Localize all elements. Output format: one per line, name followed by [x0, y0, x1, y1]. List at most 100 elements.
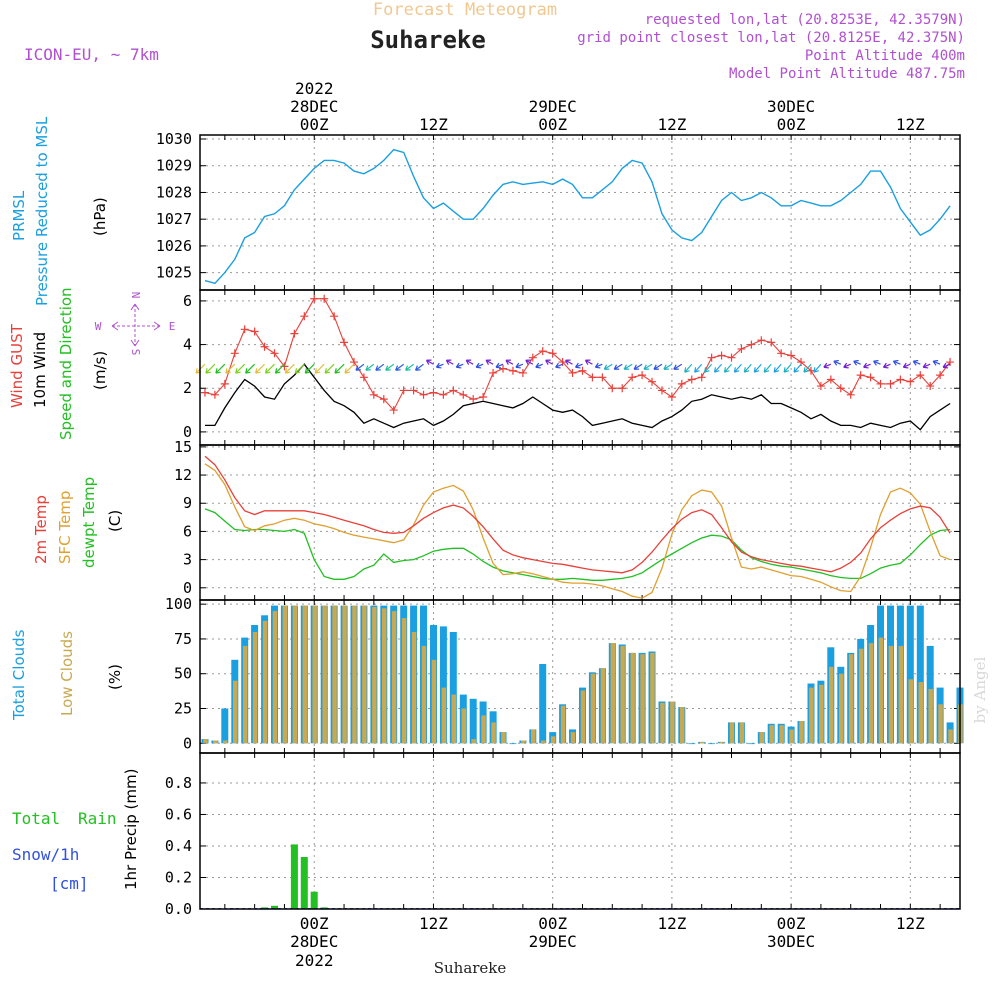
total-cloud-bar [688, 743, 696, 745]
wind-direction-arrow [723, 363, 732, 373]
gust-marker [459, 390, 468, 399]
gust-marker [290, 329, 299, 338]
wind-direction-arrow [445, 359, 454, 365]
gust-marker [707, 353, 716, 362]
wind-direction-arrow [355, 363, 365, 371]
low-cloud-bar [819, 684, 824, 744]
gust-marker [220, 379, 229, 388]
low-cloud-bar [699, 741, 705, 744]
wind-direction-arrow [475, 362, 484, 369]
bottom-tick-label: 12Z [657, 914, 686, 933]
temp-frame [199, 444, 961, 601]
low-cloud-bar [858, 648, 864, 744]
temp-label-dewpt: dewpt Temp [80, 477, 98, 568]
low-cloud-bar [918, 682, 923, 744]
temp-label-sfc: SFC Temp [56, 491, 74, 564]
location-title: Suhareke [370, 26, 486, 54]
bottom-tick-label: 29DEC [529, 932, 577, 951]
compass-arrowheads [111, 303, 161, 347]
wind-compass: N S W E [95, 292, 176, 356]
wind-direction-arrow [873, 359, 881, 366]
rain-bar [310, 891, 318, 909]
low-cloud-bar [411, 632, 417, 744]
gust-marker [648, 377, 657, 386]
gust-marker [419, 390, 428, 399]
wind-direction-arrow [694, 363, 703, 373]
precip-ytick-label: 0.0 [165, 900, 192, 918]
top-tick-label: 28DEC [290, 97, 338, 116]
precip-frame [199, 752, 961, 910]
low-cloud-bar [491, 722, 496, 744]
low-cloud-bar [570, 732, 576, 744]
wind-direction-arrow [455, 362, 464, 369]
wind-direction-arrow [284, 363, 295, 374]
wind-direction-arrow [594, 362, 603, 369]
cloud-labels: Total Clouds Low Clouds (%) [10, 629, 124, 721]
gust-marker [240, 325, 249, 334]
gust-marker [489, 368, 498, 377]
low-cloud-bar [789, 729, 794, 744]
low-cloud-bar [540, 740, 546, 744]
wind-direction-arrow [684, 363, 693, 373]
gust-marker [320, 294, 329, 303]
low-cloud-bar [382, 608, 387, 744]
low-cloud-bar [759, 732, 764, 744]
top-tick-label: 30DEC [767, 97, 815, 116]
gust-marker [578, 366, 587, 375]
top-tick-label: 12Z [419, 115, 448, 134]
compass-n: N [129, 292, 142, 299]
wind-direction-arrow [525, 359, 534, 365]
low-cloud-bar [829, 666, 834, 744]
temp-2m-line [204, 455, 951, 574]
low-cloud-bar [401, 618, 407, 744]
gust-marker [518, 368, 527, 377]
wind-speed-line [205, 363, 951, 431]
low-cloud-bar [928, 689, 933, 744]
gust-marker [200, 388, 209, 397]
gust-marker [886, 379, 895, 388]
footer-location: Suhareke [434, 959, 507, 977]
low-cloud-bar [729, 722, 735, 744]
wind-direction-arrow [633, 363, 643, 370]
gust-marker [230, 349, 239, 358]
precip-ytick-label: 0.4 [165, 837, 192, 855]
precip-ytick-label: 0.6 [165, 805, 192, 823]
low-cloud-bar [908, 679, 913, 744]
wind-label-10m: 10m Wind [31, 332, 49, 408]
wind-direction-arrow [823, 362, 832, 369]
wind-label-gust: Wind GUST [8, 323, 26, 408]
gust-marker [270, 349, 279, 358]
bottom-tick-label: 00Z [300, 914, 329, 933]
dewpoint-line [204, 508, 951, 581]
temp-ytick-label: 0 [183, 579, 192, 597]
wind-direction-arrow [603, 363, 613, 370]
low-cloud-bar [461, 708, 466, 744]
pressure-ytick-label: 1030 [156, 130, 192, 148]
temp-labels: 2m Temp SFC Temp dewpt Temp (C) [32, 477, 124, 568]
temp-unit: (C) [106, 510, 124, 532]
temp-ytick-label: 6 [183, 522, 192, 540]
grid-point-coords: grid point closest lon,lat (20.8125E, 42… [577, 30, 965, 46]
precip-label-snow: Snow/1h [12, 845, 79, 864]
wind-direction-arrow [763, 363, 772, 373]
wind-direction-arrow [435, 362, 444, 369]
wind-direction-arrow [215, 363, 226, 374]
low-cloud-bar [352, 605, 357, 744]
bottom-tick-label: 00Z [777, 914, 806, 933]
wind-ytick-label: 4 [183, 336, 192, 354]
low-cloud-bar [501, 732, 506, 744]
wind-direction-arrow [235, 363, 246, 374]
wind-ytick-label: 6 [183, 292, 192, 310]
wind-direction-arrow [515, 362, 524, 369]
wind-direction-arrow [535, 362, 543, 369]
top-tick-label: 29DEC [529, 97, 577, 116]
wind-ytick-label: 2 [183, 379, 192, 397]
gust-marker [538, 347, 547, 356]
gust-marker [667, 392, 676, 401]
wind-direction-arrow [753, 363, 762, 373]
wind-direction-arrow [653, 363, 663, 370]
cloud-label-low: Low Clouds [58, 631, 76, 716]
low-cloud-bar [560, 705, 566, 744]
